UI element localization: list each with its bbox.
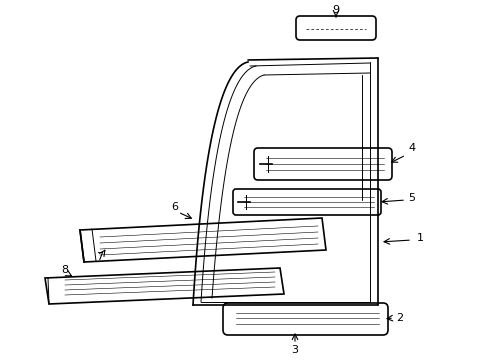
FancyBboxPatch shape xyxy=(233,189,381,215)
Polygon shape xyxy=(45,268,284,304)
FancyBboxPatch shape xyxy=(254,148,392,180)
Text: 8: 8 xyxy=(61,265,69,275)
Text: 3: 3 xyxy=(292,345,298,355)
Text: 6: 6 xyxy=(172,202,178,212)
Text: 5: 5 xyxy=(409,193,416,203)
Text: 2: 2 xyxy=(396,313,404,323)
Polygon shape xyxy=(80,218,326,262)
Text: 4: 4 xyxy=(409,143,416,153)
Text: 7: 7 xyxy=(97,252,103,262)
FancyBboxPatch shape xyxy=(296,16,376,40)
Text: 9: 9 xyxy=(332,5,340,15)
Text: 1: 1 xyxy=(416,233,423,243)
FancyBboxPatch shape xyxy=(223,303,388,335)
